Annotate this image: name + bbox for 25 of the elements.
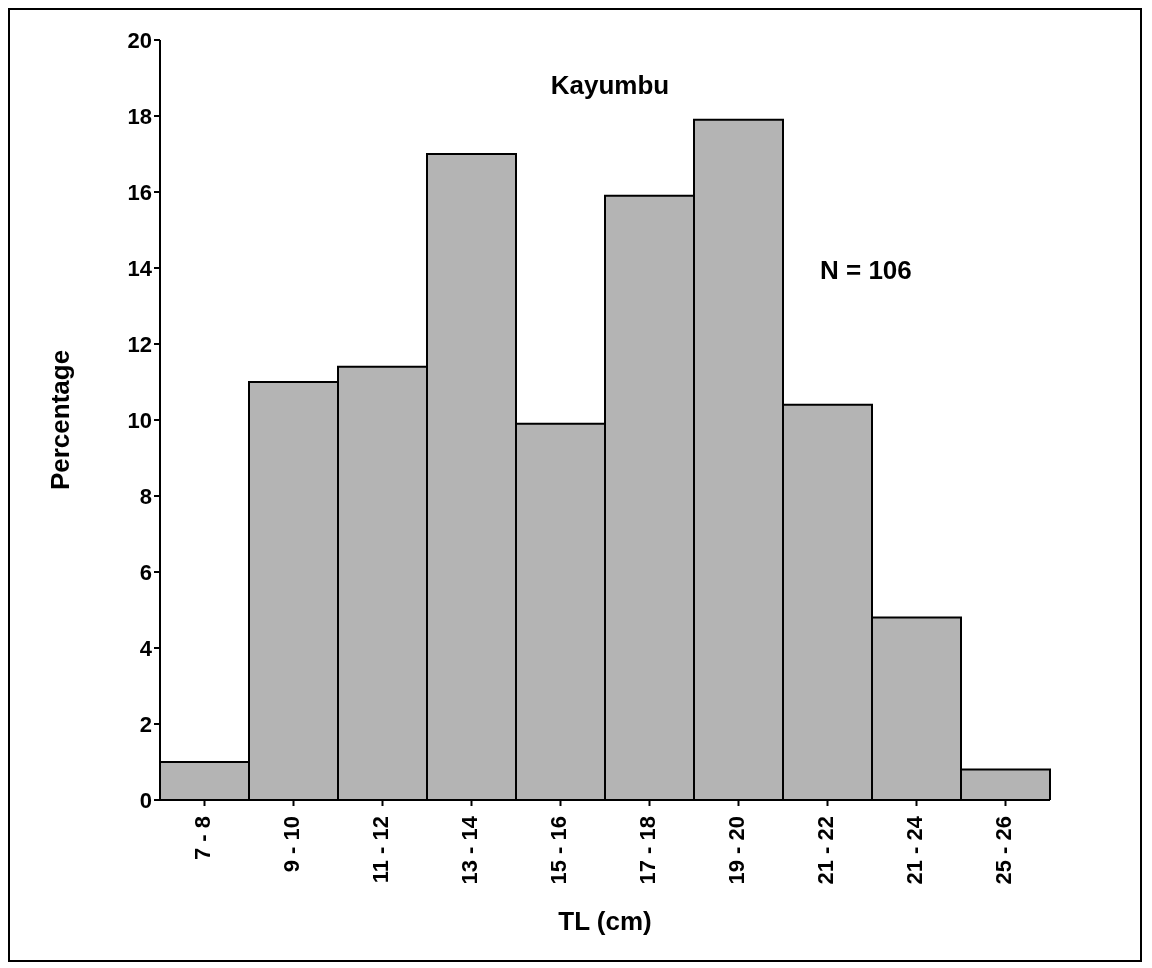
- y-tick-label: 4: [139, 635, 153, 661]
- y-tick-label: 8: [139, 483, 152, 509]
- x-tick-label: 11 - 12: [368, 816, 394, 884]
- x-tick-label: 21 - 24: [902, 815, 928, 885]
- x-tick-label: 21 - 22: [813, 816, 839, 885]
- y-axis-title: Percentage: [45, 349, 76, 491]
- x-tick-label: 15 - 16: [546, 816, 572, 885]
- y-tick-label: 16: [127, 179, 152, 205]
- x-tick-label: 9 - 10: [279, 816, 305, 873]
- x-tick-label: 25 - 26: [991, 816, 1017, 885]
- y-tick-label: 0: [139, 787, 152, 813]
- annotation: N = 106: [820, 255, 912, 286]
- text: Kayumbu: [549, 70, 671, 101]
- x-tick-label: 13 - 14: [457, 815, 483, 885]
- x-axis-title: TL (cm): [558, 906, 652, 936]
- y-tick-label: 18: [127, 103, 152, 129]
- y-tick-label: 20: [127, 27, 152, 53]
- x-tick-label: 7 - 8: [190, 816, 216, 861]
- y-tick-label: 2: [139, 711, 152, 737]
- x-tick-label: 17 - 18: [635, 816, 661, 885]
- y-tick-label: 6: [139, 559, 152, 585]
- y-tick-label: 12: [127, 331, 152, 357]
- y-tick-label: 14: [127, 255, 153, 281]
- x-tick-label: 19 - 20: [724, 816, 750, 885]
- y-tick-label: 10: [127, 407, 152, 433]
